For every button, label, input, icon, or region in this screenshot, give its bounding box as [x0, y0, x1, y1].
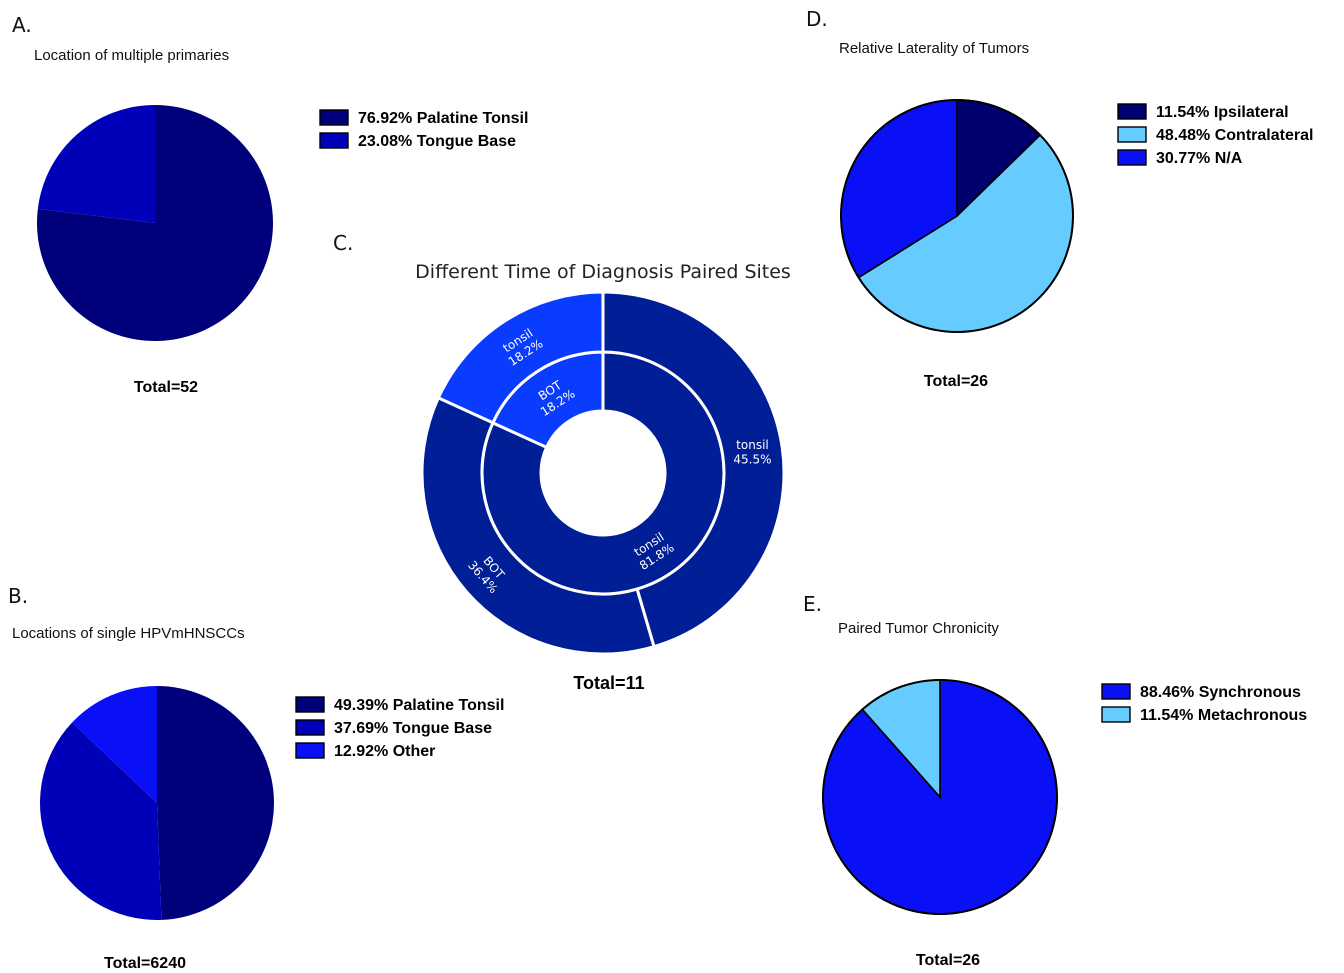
legend-swatch-b-0 [295, 696, 325, 713]
legend-swatch-a-0 [319, 109, 349, 126]
panel-title-a: Location of multiple primaries [34, 47, 229, 64]
panel-title-b: Locations of single HPVmHNSCCs [12, 625, 245, 642]
legend-label-a-0: 76.92% Palatine Tonsil [358, 110, 528, 127]
total-label-b: Total=6240 [104, 955, 186, 972]
donut-outer-segment-bot-1 [420, 395, 656, 656]
legend-swatch-e-0 [1101, 683, 1131, 700]
panel-letter-b: B. [8, 584, 28, 608]
donut-chart-c: tonsil81.8%BOT18.2%tonsil 45.5%BOT36.4%to… [420, 290, 786, 656]
legend-d: 11.54% Ipsilateral 48.48% Contralateral 30… [1117, 103, 1313, 167]
pie-chart-a [36, 105, 273, 341]
panel-d: D. Relative Laterality of Tumors 11.54% … [806, 7, 1313, 390]
pie-outline-d [840, 99, 1074, 333]
panel-c: C. Different Time of Diagnosis Paired Si… [333, 231, 791, 693]
total-label-a: Total=52 [134, 379, 198, 396]
panel-letter-d: D. [806, 7, 828, 31]
pie-slice-a-tongue-base [37, 105, 155, 223]
panel-letter-a: A. [12, 13, 32, 37]
panel-e: E. Paired Tumor Chronicity 88.46% Synchr… [803, 592, 1307, 969]
panel-letter-c: C. [333, 231, 353, 255]
legend-label-e-0: 88.46% Synchronous [1140, 684, 1301, 701]
legend-label-b-1: 37.69% Tongue Base [334, 720, 492, 737]
pie-slice-b-palatine-tonsil [157, 686, 274, 920]
panel-letter-e: E. [803, 592, 822, 616]
donut-hole [541, 411, 665, 535]
legend-swatch-d-1 [1117, 126, 1147, 143]
pie-slice-b-tongue-base [40, 722, 162, 920]
legend-swatch-b-2 [295, 742, 325, 759]
legend-swatch-d-2 [1117, 149, 1147, 166]
panel-title-e: Paired Tumor Chronicity [838, 620, 999, 637]
pie-chart-d [840, 99, 1074, 333]
total-label-d: Total=26 [924, 373, 988, 390]
legend-swatch-b-1 [295, 719, 325, 736]
pie-slice-a-palatine-tonsil [36, 105, 273, 341]
pie-chart-b [40, 686, 274, 920]
donut-title-c: Different Time of Diagnosis Paired Sites [415, 261, 791, 283]
legend-label-e-1: 11.54% Metachronous [1140, 707, 1307, 724]
legend-label-d-0: 11.54% Ipsilateral [1156, 104, 1289, 121]
legend-label-d-1: 48.48% Contralateral [1156, 127, 1313, 144]
total-label-c: Total=11 [573, 673, 644, 693]
legend-swatch-a-1 [319, 132, 349, 149]
donut-outer-segment-tonsil-0 [601, 290, 786, 649]
legend-e: 88.46% Synchronous 11.54% Metachronous [1101, 683, 1307, 724]
legend-label-d-2: 30.77% N/A [1156, 150, 1243, 167]
legend-a: 76.92% Palatine Tonsil 23.08% Tongue Base [319, 109, 528, 150]
panel-title-d: Relative Laterality of Tumors [839, 40, 1029, 57]
legend-swatch-d-0 [1117, 103, 1147, 120]
legend-swatch-e-1 [1101, 706, 1131, 723]
donut-outer-label-0: tonsil 45.5% [733, 438, 771, 466]
legend-label-b-2: 12.92% Other [334, 743, 435, 760]
legend-label-a-1: 23.08% Tongue Base [358, 133, 516, 150]
pie-slice-b-other [72, 686, 157, 803]
panel-b: B. Locations of single HPVmHNSCCs 49.39%… [8, 584, 504, 972]
panel-a: A. Location of multiple primaries 76.92%… [12, 13, 528, 396]
donut-outer-segment-tonsil-2 [436, 290, 605, 425]
legend-label-b-0: 49.39% Palatine Tonsil [334, 697, 504, 714]
legend-b: 49.39% Palatine Tonsil 37.69% Tongue Base… [295, 696, 504, 760]
pie-outline-e [822, 679, 1058, 915]
pie-chart-e [822, 679, 1058, 915]
total-label-e: Total=26 [916, 952, 980, 969]
